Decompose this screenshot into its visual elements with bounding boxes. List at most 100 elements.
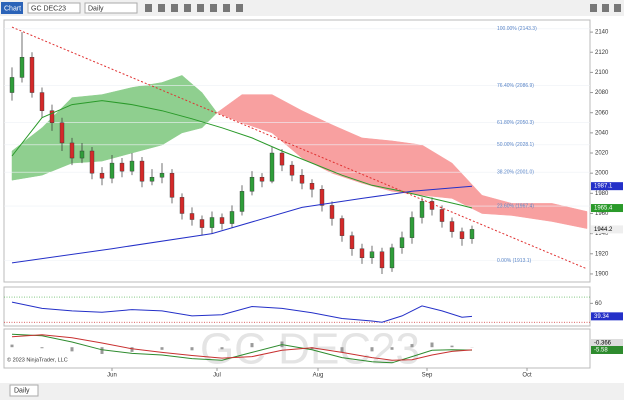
interval-box[interactable] bbox=[84, 2, 138, 14]
daily-tab[interactable] bbox=[9, 384, 39, 397]
fib-label: 61.80% (2050.3) bbox=[497, 120, 534, 126]
x-tick-label: Jul bbox=[213, 373, 221, 379]
candle-body bbox=[449, 221, 455, 232]
rsi-panel bbox=[3, 286, 591, 327]
candle-body bbox=[239, 191, 245, 212]
fib-label: 100.00% (2143.3) bbox=[497, 26, 537, 32]
moving-average bbox=[11, 100, 473, 209]
candle-body bbox=[259, 176, 265, 182]
candle-body bbox=[59, 122, 65, 144]
candle-body bbox=[459, 231, 465, 239]
histogram-bar bbox=[70, 347, 74, 352]
plot-layer: 2140 2120 2100 2080 2060 2040 2020 2000 1980 1960… bbox=[4, 26, 623, 379]
candle-body bbox=[129, 160, 135, 172]
tab-bar bbox=[0, 383, 624, 400]
histogram-bar bbox=[310, 347, 314, 350]
candle-body bbox=[439, 209, 445, 222]
candle-body bbox=[269, 152, 275, 182]
candle-body bbox=[349, 235, 355, 249]
candle-body bbox=[279, 152, 285, 166]
candle-body bbox=[219, 217, 225, 224]
candle-body bbox=[399, 237, 405, 248]
candle-body bbox=[169, 172, 175, 198]
histogram-bar bbox=[40, 347, 44, 349]
candle-body bbox=[419, 201, 425, 218]
cloud bbox=[201, 91, 218, 129]
cloud bbox=[71, 94, 103, 164]
candle-body bbox=[79, 150, 85, 159]
candle-body bbox=[309, 183, 315, 190]
candle-body bbox=[9, 77, 15, 93]
histogram-bar bbox=[430, 342, 434, 348]
histogram-bar bbox=[250, 343, 254, 348]
value-badge-label: 1944.2 bbox=[594, 227, 613, 233]
copyright: © 2023 NinjaTrader, LLC bbox=[7, 356, 68, 363]
moving-average bbox=[11, 185, 473, 264]
y-tick-label: 2100 bbox=[595, 70, 609, 76]
candle-body bbox=[429, 201, 435, 210]
icon[interactable] bbox=[158, 4, 165, 12]
cloud bbox=[101, 87, 133, 162]
candle-body bbox=[189, 213, 195, 220]
y-tick-label: 2020 bbox=[595, 151, 609, 157]
rsi-line bbox=[11, 301, 473, 323]
instrument-box[interactable] bbox=[27, 2, 81, 14]
candle-body bbox=[159, 172, 165, 178]
icon[interactable] bbox=[184, 4, 191, 12]
value-badge-label: 1965.4 bbox=[594, 206, 613, 212]
icon[interactable] bbox=[197, 4, 204, 12]
instrument: GC DEC23 bbox=[31, 5, 66, 12]
value-badge-label: 39.34 bbox=[594, 314, 610, 320]
value-badge bbox=[591, 182, 623, 191]
histogram-bar bbox=[190, 347, 194, 351]
y-tick-label: 2040 bbox=[595, 130, 609, 136]
cloud bbox=[551, 203, 588, 229]
histogram-bar bbox=[100, 347, 104, 354]
y-tick-label: 2060 bbox=[595, 110, 609, 116]
candle-body bbox=[69, 142, 75, 159]
candle-body bbox=[319, 189, 325, 206]
candle-body bbox=[139, 160, 145, 182]
x-tick-label: Aug bbox=[313, 373, 324, 379]
histogram-bar bbox=[390, 347, 394, 350]
cloud bbox=[131, 82, 163, 154]
fib-label: 23.60% (1967.4) bbox=[497, 203, 534, 209]
y-tick-label: 1900 bbox=[595, 272, 609, 278]
candle-body bbox=[329, 205, 335, 219]
x-tick-label: Jun bbox=[107, 373, 117, 379]
icon[interactable] bbox=[614, 4, 621, 12]
histogram-bar bbox=[10, 344, 14, 348]
candle-body bbox=[299, 174, 305, 184]
candle-body bbox=[199, 219, 205, 228]
value-badge bbox=[591, 225, 623, 234]
icon[interactable] bbox=[590, 4, 597, 12]
signal-line bbox=[11, 334, 473, 361]
y-tick-label: 2080 bbox=[595, 90, 609, 96]
chart-tab[interactable] bbox=[1, 2, 23, 14]
icon[interactable] bbox=[602, 4, 609, 12]
fib-label: 76.40% (2086.9) bbox=[497, 83, 534, 89]
candle-body bbox=[119, 162, 125, 172]
value-badge bbox=[591, 204, 623, 213]
candle-body bbox=[249, 176, 255, 192]
y-tick-label: 2140 bbox=[595, 30, 609, 36]
candle-body bbox=[19, 57, 25, 78]
icon[interactable] bbox=[145, 4, 152, 12]
candle-body bbox=[109, 162, 115, 179]
x-tick-label: Oct bbox=[522, 373, 532, 379]
histogram-bar bbox=[160, 347, 164, 350]
icon[interactable] bbox=[223, 4, 230, 12]
value-badge bbox=[591, 346, 623, 354]
macd-panel bbox=[3, 328, 591, 369]
icon[interactable] bbox=[210, 4, 217, 12]
candle-body bbox=[29, 57, 35, 93]
toolbar-icons bbox=[145, 4, 621, 12]
fib-label: 38.20% (2001.0) bbox=[497, 169, 534, 175]
candle-body bbox=[409, 217, 415, 238]
icon[interactable] bbox=[236, 4, 243, 12]
icon[interactable] bbox=[171, 4, 178, 12]
value-badge-label: 1987.1 bbox=[594, 184, 613, 190]
value-badge-label: -0.366 bbox=[594, 341, 612, 347]
daily-tab-label: Daily bbox=[14, 387, 30, 394]
